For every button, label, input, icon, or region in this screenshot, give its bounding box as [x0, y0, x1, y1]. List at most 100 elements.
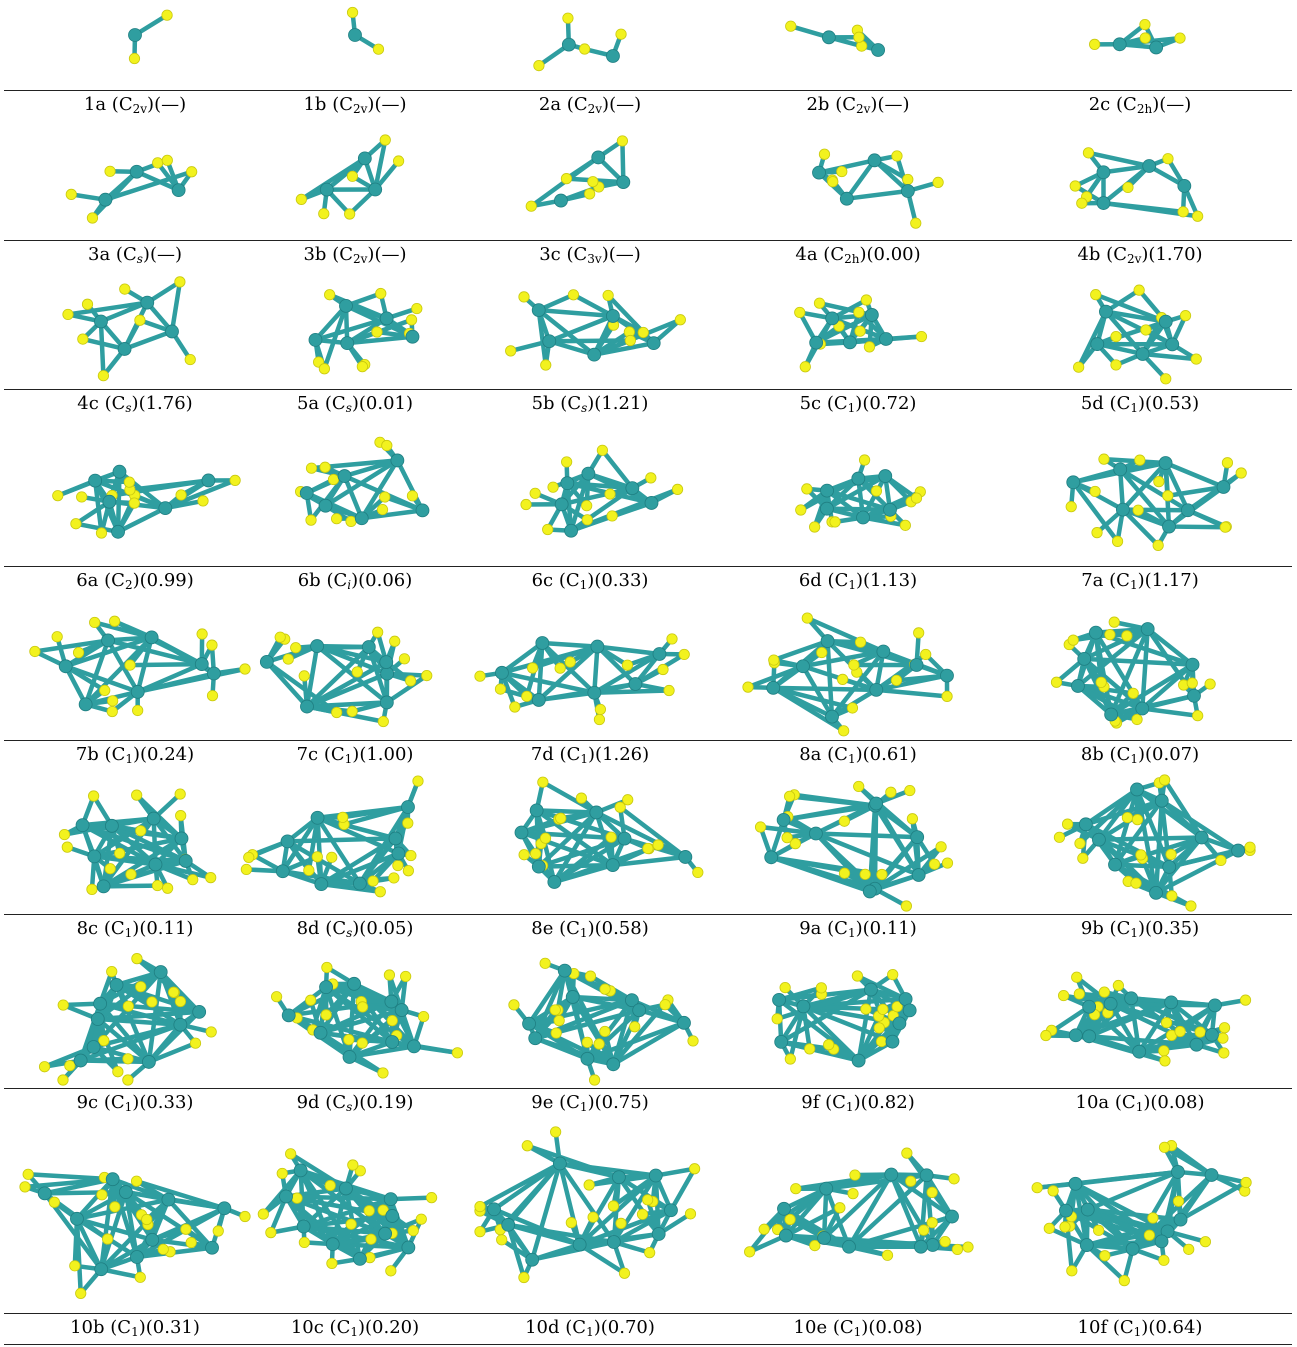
sulfur-atom	[936, 842, 946, 852]
relative-energy: (1.00)	[359, 744, 413, 765]
sulfur-atom	[828, 177, 838, 187]
cluster-structure-3b	[235, 122, 475, 240]
metal-atom	[145, 631, 158, 644]
sulfur-atom	[658, 664, 668, 674]
sulfur-atom	[324, 290, 334, 300]
point-group: C	[1113, 244, 1127, 265]
sulfur-atom	[664, 685, 674, 695]
metal-atom	[820, 502, 833, 515]
sulfur-atom	[136, 826, 146, 836]
structure-id: 2c	[1089, 94, 1111, 115]
sulfur-atom	[854, 781, 864, 791]
sulfur-atom	[131, 1176, 141, 1186]
point-group-subscript: 1	[125, 926, 133, 940]
sulfur-atom	[1132, 814, 1142, 824]
structure-caption: 9c (C1)(0.33)	[15, 1088, 255, 1122]
metal-atom	[338, 470, 351, 483]
metal-atom	[926, 1239, 939, 1252]
point-group-subscript: s	[346, 926, 352, 940]
sulfur-atom	[823, 1040, 833, 1050]
metal-atom	[1097, 197, 1110, 210]
point-group: C	[834, 744, 848, 765]
sulfur-atom	[855, 326, 865, 336]
sulfur-atom	[530, 848, 540, 858]
metal-atom	[532, 304, 545, 317]
sulfur-atom	[855, 637, 865, 647]
metal-atom	[112, 525, 125, 538]
sulfur-atom	[1032, 1182, 1042, 1192]
sulfur-atom	[344, 1034, 354, 1044]
metal-atom	[320, 981, 333, 994]
relative-energy: (0.53)	[1145, 393, 1199, 414]
sulfur-atom	[1131, 878, 1141, 888]
sulfur-atom	[389, 873, 399, 883]
sulfur-atom	[804, 1044, 814, 1054]
figure-row: 7b (C1)(0.24)7c (C1)(1.00)7d (C1)(1.26)8…	[0, 598, 1297, 772]
point-group-subscript: 2v	[588, 102, 602, 116]
sulfur-atom	[1092, 527, 1102, 537]
metal-atom	[548, 875, 561, 888]
metal-atom	[260, 655, 273, 668]
sulfur-atom	[66, 189, 76, 199]
structure-id: 10b	[70, 1317, 104, 1338]
structure-caption: 7a (C1)(1.17)	[1020, 566, 1260, 600]
metal-atom	[647, 337, 660, 350]
structure-id: 8a	[799, 744, 821, 765]
sulfur-atom	[63, 309, 73, 319]
metal-atom	[536, 636, 549, 649]
sulfur-atom	[366, 1234, 376, 1244]
metal-atom	[1126, 1242, 1139, 1255]
structure-image	[1020, 772, 1260, 914]
structure-image	[235, 946, 475, 1088]
sulfur-atom	[58, 1075, 68, 1085]
sulfur-atom	[672, 484, 682, 494]
structure-image	[738, 421, 978, 566]
metal-atom	[339, 299, 352, 312]
metal-metal-bond	[847, 191, 908, 199]
metal-atom	[416, 504, 429, 517]
structure-image	[235, 1120, 475, 1313]
metal-atom	[912, 868, 925, 881]
point-group-subscript: 1	[1130, 401, 1138, 415]
structure-caption: 1b (C2v)(—)	[235, 90, 475, 124]
metal-atom	[162, 1193, 175, 1206]
sulfur-atom	[646, 473, 656, 483]
structure-caption: 5c (C1)(0.72)	[738, 389, 978, 423]
structure-image	[470, 122, 710, 240]
metal-atom	[381, 667, 394, 680]
sulfur-atom	[888, 969, 898, 979]
structure-caption: 4b (C2v)(1.70)	[1020, 240, 1260, 274]
structure-image	[15, 772, 255, 914]
sulfur-atom	[1122, 631, 1132, 641]
sulfur-atom	[1075, 838, 1085, 848]
sulfur-atom	[1173, 1196, 1183, 1206]
metal-atom	[94, 997, 107, 1010]
structure-caption: 5b (Cs)(1.21)	[470, 389, 710, 423]
metal-atom	[592, 151, 605, 164]
structure-id: 10c	[291, 1317, 324, 1338]
relative-energy: (0.70)	[601, 1317, 655, 1338]
figure-row: 10b (C1)(0.31)10c (C1)(0.20)10d (C1)(0.7…	[0, 1120, 1297, 1345]
metal-atom	[319, 499, 332, 512]
cluster-structure-8c	[15, 772, 255, 914]
structure-id: 6c	[532, 570, 554, 591]
cluster-structure-6a	[15, 421, 255, 566]
sulfur-atom	[347, 706, 357, 716]
sulfur-atom	[901, 901, 911, 911]
sulfur-atom	[565, 657, 575, 667]
structure-image	[15, 1120, 255, 1313]
point-group: C	[574, 244, 588, 265]
sulfur-atom	[413, 776, 423, 786]
relative-energy: (1.13)	[863, 570, 917, 591]
sulfur-atom	[475, 1226, 485, 1236]
sulfur-atom	[285, 1149, 295, 1159]
metal-atom	[1116, 503, 1129, 516]
relative-energy: (—)	[609, 94, 641, 115]
structure-image	[1020, 272, 1260, 389]
sulfur-atom	[814, 298, 824, 308]
sulfur-atom	[854, 32, 864, 42]
structure-image	[235, 421, 475, 566]
structure-caption: 8e (C1)(0.58)	[470, 914, 710, 948]
metal-atom	[1141, 623, 1154, 636]
sulfur-atom	[942, 858, 952, 868]
